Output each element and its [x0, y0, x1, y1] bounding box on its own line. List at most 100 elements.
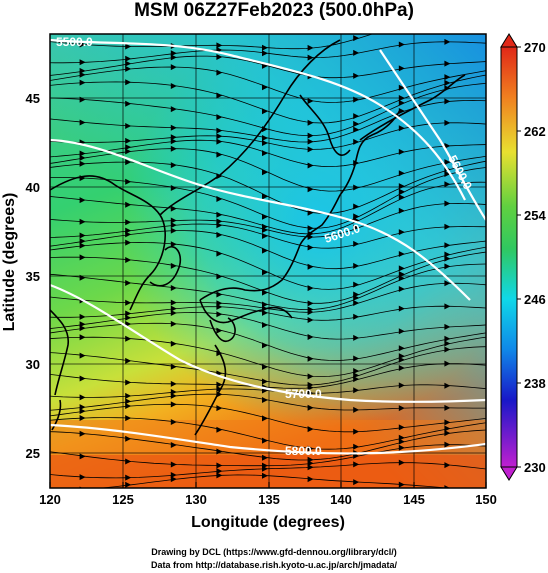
streamline-arrow	[444, 462, 451, 469]
streamline-arrow	[262, 193, 268, 200]
streamline-arrow	[262, 472, 268, 479]
streamline-arrow	[79, 154, 86, 161]
contour-label: 5700.0	[285, 387, 322, 401]
streamline-arrow	[353, 138, 360, 145]
streamline-arrow	[398, 481, 405, 488]
streamline-arrow	[125, 357, 132, 364]
streamline-arrow	[216, 138, 223, 145]
streamline-arrow	[444, 16, 450, 22]
streamline-arrow	[444, 263, 451, 270]
streamline-arrow	[170, 320, 177, 327]
streamline	[50, 230, 486, 270]
streamline-arrow	[216, 218, 223, 225]
streamline-arrow	[170, 241, 177, 248]
streamline-arrow	[262, 465, 268, 472]
y-tick-label: 35	[26, 269, 40, 284]
streamline	[50, 384, 486, 398]
streamline-arrow	[125, 474, 132, 481]
streamline-arrow	[353, 367, 360, 374]
streamline	[50, 444, 486, 467]
streamline-arrow	[444, 200, 451, 207]
streamline-arrow	[79, 254, 86, 261]
streamline-arrow	[216, 53, 223, 60]
streamline-arrow	[307, 464, 314, 471]
streamline-arrow	[444, 98, 451, 105]
streamline-arrow	[307, 146, 314, 153]
streamline	[50, 167, 486, 229]
streamline-arrow	[170, 227, 177, 234]
streamline-arrow	[79, 325, 86, 332]
streamline-arrow	[444, 323, 451, 330]
streamline-arrow	[170, 138, 177, 145]
streamline-arrow	[170, 217, 177, 224]
streamline-arrow	[170, 461, 177, 468]
streamline-arrow	[444, 419, 451, 426]
streamline	[50, 34, 374, 50]
streamline-arrow	[79, 375, 86, 382]
streamline-arrow	[79, 119, 86, 126]
streamline-arrow	[79, 242, 86, 249]
streamline-arrow	[398, 271, 405, 278]
streamline-arrow	[398, 382, 405, 389]
streamline-arrow	[125, 100, 132, 107]
x-axis-title: Longitude (degrees)	[191, 514, 345, 531]
streamline	[50, 462, 486, 479]
streamline-arrow	[307, 138, 314, 145]
streamline-arrow	[399, 22, 405, 28]
streamline	[50, 363, 486, 389]
streamline-arrow	[79, 41, 86, 48]
x-tick-label: 140	[330, 492, 352, 507]
y-tick-labels: 25 30 35 40 45	[26, 91, 40, 461]
y-tick-label: 30	[26, 357, 40, 372]
streamline-arrow	[353, 203, 360, 210]
streamline-arrow	[353, 240, 360, 247]
streamline-arrow	[170, 145, 177, 152]
streamline-arrow	[444, 360, 451, 367]
streamline-arrow	[307, 476, 314, 483]
streamline-arrow	[398, 265, 405, 272]
streamline-arrow	[216, 196, 223, 203]
streamline-arrow	[170, 54, 177, 61]
credit-drawing: Drawing by DCL (https://www.gfd-dennou.o…	[151, 547, 397, 557]
colorbar-label: 246	[524, 292, 546, 307]
streamline-arrow	[125, 55, 132, 62]
streamline-arrow	[216, 151, 223, 158]
streamline-arrow	[398, 444, 405, 451]
streamline-arrow	[216, 69, 223, 76]
streamline-arrow	[170, 380, 177, 387]
streamline-arrow	[398, 405, 405, 412]
streamline-arrow	[125, 65, 132, 72]
streamline-arrow	[79, 71, 86, 78]
streamline-arrow	[125, 379, 132, 386]
streamline-arrow	[262, 213, 268, 220]
streamline-arrow	[262, 321, 268, 328]
x-tick-label: 150	[475, 492, 497, 507]
streamline-arrow	[216, 381, 223, 388]
streamline-arrow	[307, 426, 314, 433]
streamline-arrow	[170, 363, 177, 370]
colorbar-label: 254	[524, 208, 546, 223]
streamline-arrow	[79, 321, 86, 328]
contour-label: 5500.0	[56, 35, 93, 49]
streamline-arrow	[398, 356, 405, 363]
streamline-arrow	[262, 378, 268, 385]
streamline	[50, 82, 486, 136]
streamline-arrow	[307, 97, 314, 104]
colorbar-bottom-triangle	[500, 466, 518, 481]
streamline-arrow	[444, 346, 451, 353]
streamline-arrow	[216, 448, 223, 455]
streamline-arrow	[307, 132, 314, 139]
streamline-arrow	[307, 244, 314, 251]
streamline-arrow	[216, 462, 223, 469]
streamline-arrow	[444, 303, 451, 310]
streamline-arrow	[170, 184, 177, 191]
streamline-arrow	[170, 401, 177, 408]
streamline-arrow	[444, 441, 451, 448]
streamline-arrow	[170, 222, 177, 229]
streamline-arrow	[79, 232, 86, 239]
streamline-arrow	[216, 92, 223, 99]
streamline-arrow	[262, 415, 268, 422]
streamline	[50, 242, 486, 290]
colorbar-body	[500, 46, 518, 468]
streamline	[50, 74, 486, 124]
